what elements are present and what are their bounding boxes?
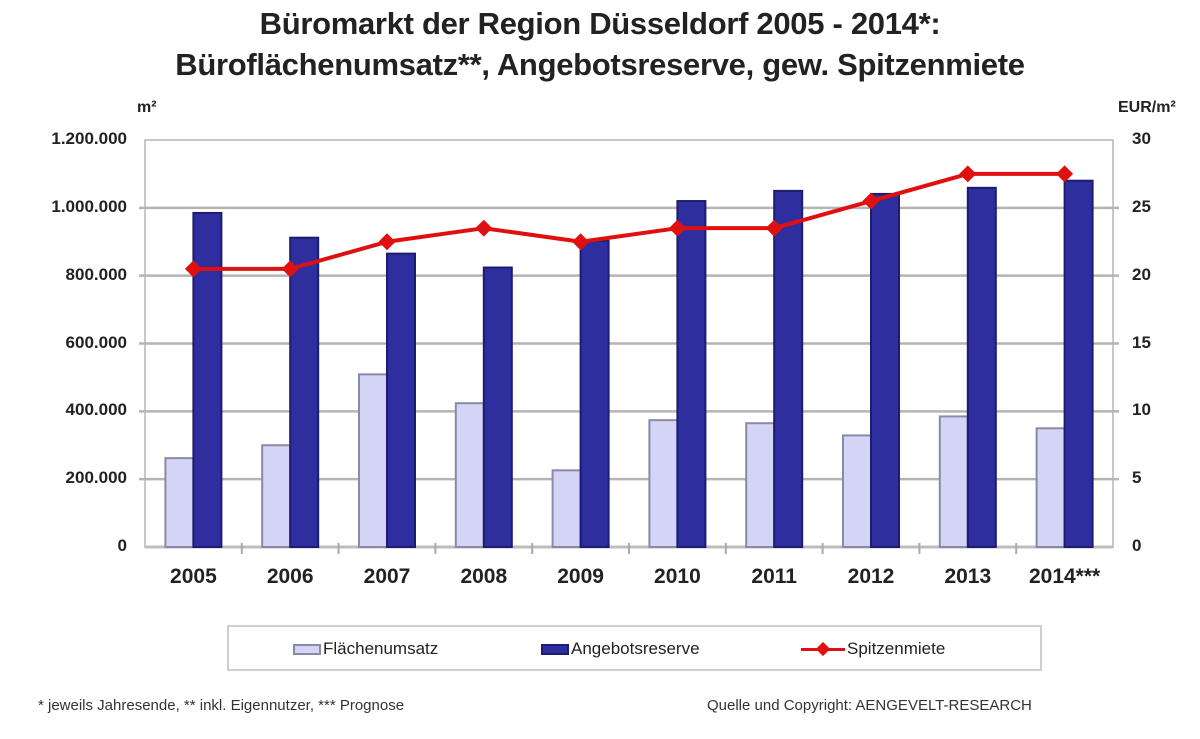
bar-angebotsreserve — [579, 239, 610, 548]
legend-swatch-dark-bar-icon — [541, 643, 569, 655]
bar-flaechenumsatz — [164, 457, 195, 548]
right-axis-tick-label: 30 — [1132, 129, 1151, 148]
bar-angebotsreserve — [192, 211, 223, 548]
line-marker-diamond-icon — [959, 165, 977, 183]
chart-title-line-2: Büroflächenumsatz**, Angebotsreserve, ge… — [175, 47, 1025, 82]
x-axis-tick-label: 2013 — [944, 565, 992, 588]
x-axis-tick-label: 2014*** — [1028, 565, 1101, 588]
x-axis-tick-label: 2010 — [654, 565, 701, 588]
legend-item-spitzenmiete: Spitzenmiete — [801, 639, 945, 659]
bar-flaechenumsatz — [454, 402, 485, 548]
bar-angebotsreserve — [289, 236, 320, 548]
x-axis-tick-label: 2008 — [460, 565, 508, 588]
right-axis-tick-label: 15 — [1132, 332, 1151, 352]
line-marker-diamond-icon — [765, 219, 783, 237]
line-marker-diamond-icon — [184, 260, 202, 278]
left-axis-tick-label: 0 — [117, 536, 127, 555]
bar-flaechenumsatz — [938, 415, 969, 548]
bar-angebotsreserve — [386, 252, 416, 549]
bar-angebotsreserve — [1063, 179, 1094, 548]
left-axis-tick-label: 200.000 — [65, 468, 127, 488]
bar-angebotsreserve — [966, 186, 997, 548]
legend-label: Angebotsreserve — [571, 639, 700, 658]
bar-flaechenumsatz — [648, 419, 679, 549]
right-axis-tick-label: 5 — [1132, 468, 1142, 488]
line-marker-diamond-icon — [475, 219, 493, 237]
legend-swatch-light-bar-icon — [293, 643, 321, 655]
right-axis-tick-label: 0 — [1132, 536, 1142, 555]
bar-flaechenumsatz — [261, 444, 292, 548]
chart-legend: Flächenumsatz Angebotsreserve Spitzenmie… — [227, 625, 1042, 671]
line-marker-diamond-icon — [668, 219, 686, 237]
bar-angebotsreserve — [870, 192, 900, 549]
chart-title-line-1: Büromarkt der Region Düsseldorf 2005 - 2… — [259, 6, 941, 41]
left-axis-tick-label: 400.000 — [65, 400, 127, 420]
bar-flaechenumsatz — [842, 434, 872, 548]
bar-angebotsreserve — [482, 266, 513, 548]
line-marker-diamond-icon — [281, 260, 299, 278]
legend-label: Flächenumsatz — [323, 639, 439, 658]
legend-item-angebotsreserve: Angebotsreserve — [541, 639, 700, 659]
footnote-source: Quelle und Copyright: AENGEVELT-RESEARCH — [707, 697, 1032, 714]
x-axis-tick-label: 2007 — [363, 565, 411, 588]
line-marker-diamond-icon — [378, 233, 396, 251]
bar-angebotsreserve — [773, 189, 804, 548]
x-axis-tick-label: 2009 — [557, 565, 604, 588]
bar-flaechenumsatz — [551, 469, 582, 548]
right-axis-tick-label: 10 — [1132, 400, 1151, 420]
line-marker-diamond-icon — [572, 233, 590, 251]
right-axis-tick-label: 20 — [1132, 264, 1151, 284]
x-axis-tick-label: 2011 — [751, 565, 797, 588]
left-axis-tick-label: 1.000.000 — [51, 196, 127, 216]
left-axis-unit: m² — [137, 99, 157, 116]
left-axis-tick-label: 600.000 — [65, 332, 127, 352]
legend-swatch-line-marker-icon — [801, 642, 845, 656]
bar-flaechenumsatz — [358, 373, 388, 548]
left-axis-tick-label: 1.200.000 — [51, 129, 127, 148]
right-axis-unit: EUR/m² — [1118, 99, 1176, 116]
left-axis-tick-label: 800.000 — [65, 264, 127, 284]
right-axis-tick-label: 25 — [1132, 196, 1151, 216]
line-spitzenmiete — [193, 171, 1065, 271]
x-axis-tick-label: 2012 — [847, 565, 895, 588]
bar-flaechenumsatz — [1035, 427, 1066, 548]
x-axis-tick-label: 2005 — [170, 565, 217, 588]
line-marker-diamond-icon — [862, 192, 880, 210]
bar-angebotsreserve — [676, 200, 707, 549]
footnote-notes: * jeweils Jahresende, ** inkl. Eigennutz… — [38, 697, 405, 714]
legend-item-flaechenumsatz: Flächenumsatz — [293, 639, 438, 659]
bar-flaechenumsatz — [745, 422, 776, 548]
x-axis-tick-label: 2006 — [266, 565, 314, 588]
legend-label: Spitzenmiete — [847, 639, 946, 658]
